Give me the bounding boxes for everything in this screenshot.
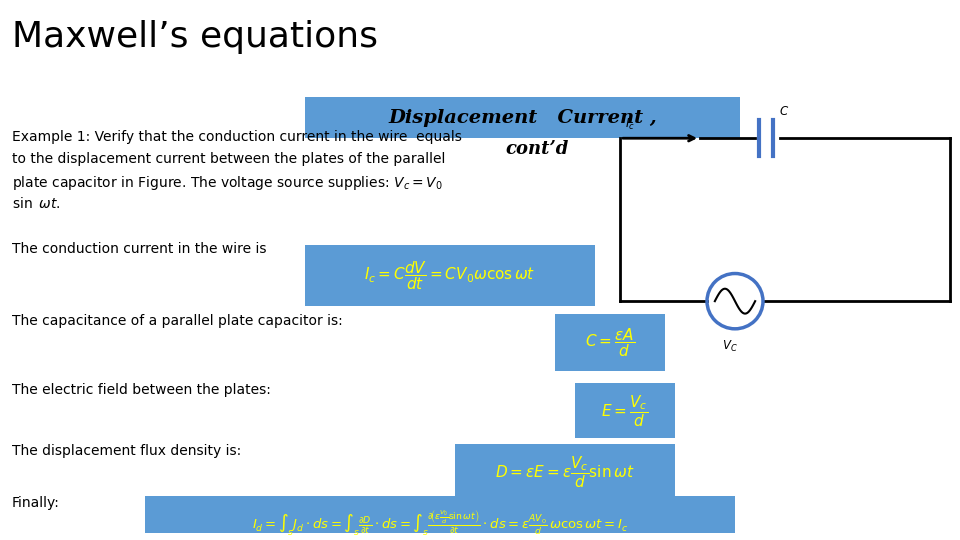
Text: $I_d = \int_s J_d \cdot ds = \int_s \frac{\partial D}{\partial t} \cdot ds = \in: $I_d = \int_s J_d \cdot ds = \int_s \fra…: [252, 508, 628, 538]
FancyBboxPatch shape: [145, 496, 735, 540]
Text: $V_C$: $V_C$: [722, 339, 738, 354]
Text: plate capacitor in Figure. The voltage source supplies: $V_c = V_0$: plate capacitor in Figure. The voltage s…: [12, 174, 443, 192]
FancyBboxPatch shape: [305, 245, 595, 306]
Text: The electric field between the plates:: The electric field between the plates:: [12, 383, 271, 397]
Text: The capacitance of a parallel plate capacitor is:: The capacitance of a parallel plate capa…: [12, 314, 343, 328]
FancyBboxPatch shape: [575, 383, 675, 438]
Text: Example 1: Verify that the conduction current in the wire  equals: Example 1: Verify that the conduction cu…: [12, 130, 462, 144]
Text: The conduction current in the wire is: The conduction current in the wire is: [12, 242, 267, 256]
Text: $I_c$: $I_c$: [625, 117, 635, 132]
Text: The displacement flux density is:: The displacement flux density is:: [12, 444, 241, 458]
FancyBboxPatch shape: [305, 97, 740, 138]
Text: Finally:: Finally:: [12, 496, 60, 510]
Text: $I_c = C\dfrac{dV}{dt} = CV_0\omega\cos\omega t$: $I_c = C\dfrac{dV}{dt} = CV_0\omega\cos\…: [364, 259, 536, 292]
Text: $D = \varepsilon E = \varepsilon\dfrac{V_c}{d}\sin\omega t$: $D = \varepsilon E = \varepsilon\dfrac{V…: [495, 454, 635, 490]
Text: $\sin\ \omega t$.: $\sin\ \omega t$.: [12, 195, 60, 211]
Text: cont’d: cont’d: [506, 140, 569, 158]
Text: $C$: $C$: [779, 105, 789, 118]
Text: $C = \dfrac{\varepsilon A}{d}$: $C = \dfrac{\varepsilon A}{d}$: [585, 326, 635, 359]
FancyBboxPatch shape: [555, 314, 665, 372]
Text: to the displacement current between the plates of the parallel: to the displacement current between the …: [12, 152, 445, 166]
FancyBboxPatch shape: [455, 444, 675, 500]
Text: Displacement   Current ,: Displacement Current ,: [388, 109, 657, 126]
Text: Maxwell’s equations: Maxwell’s equations: [12, 20, 378, 54]
Text: $E = \dfrac{V_c}{d}$: $E = \dfrac{V_c}{d}$: [602, 393, 649, 429]
